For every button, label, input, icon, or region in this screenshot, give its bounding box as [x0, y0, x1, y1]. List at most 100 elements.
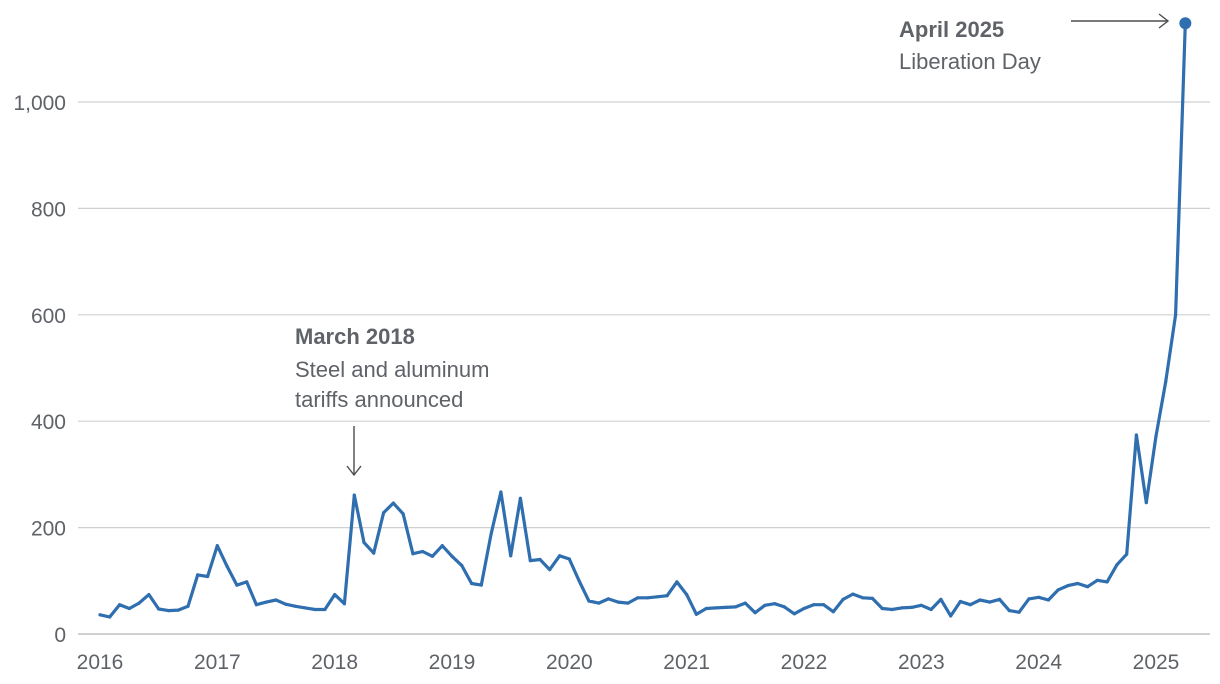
- data-point: [900, 606, 904, 610]
- data-point: [479, 583, 483, 587]
- data-point: [1164, 380, 1168, 384]
- x-tick-label: 2018: [311, 651, 358, 674]
- data-point: [1154, 434, 1158, 438]
- data-point: [714, 606, 718, 610]
- data-point: [206, 574, 210, 579]
- data-point: [822, 603, 826, 607]
- series-end-point-marker: [1179, 17, 1192, 30]
- data-point: [998, 597, 1002, 602]
- data-point: [489, 532, 493, 536]
- data-point: [685, 593, 689, 597]
- data-point: [734, 605, 738, 609]
- data-point: [372, 551, 376, 555]
- x-tick-label: 2017: [194, 651, 241, 674]
- y-axis-tick-labels: 0 200 400 600 800 1,000: [13, 92, 66, 647]
- x-tick-label: 2025: [1133, 651, 1180, 674]
- data-point: [1095, 578, 1099, 582]
- annotation-title: April 2025: [899, 17, 1004, 42]
- data-point: [440, 544, 444, 548]
- annotation-title: March 2018: [295, 324, 415, 349]
- data-point: [1134, 433, 1138, 437]
- data-point: [587, 599, 591, 603]
- data-point: [792, 612, 796, 616]
- data-point: [166, 609, 170, 613]
- data-point: [147, 593, 151, 597]
- arrow-right-icon: [1071, 13, 1170, 29]
- data-point: [323, 607, 327, 612]
- data-point: [284, 602, 288, 606]
- y-tick-label: 0: [54, 624, 66, 647]
- data-point: [890, 607, 894, 612]
- arrow-down-icon: [346, 426, 362, 477]
- y-tick-label: 200: [31, 518, 66, 541]
- data-point: [176, 608, 180, 612]
- data-point: [968, 603, 972, 607]
- data-point: [215, 544, 219, 548]
- data-point: [254, 603, 258, 607]
- data-point: [235, 583, 239, 587]
- y-tick-label: 600: [31, 305, 66, 328]
- data-point: [665, 594, 669, 598]
- data-point: [1105, 580, 1109, 584]
- data-point: [958, 599, 963, 604]
- data-point: [1125, 552, 1129, 556]
- data-point: [430, 554, 434, 558]
- data-point: [1066, 584, 1070, 588]
- data-point: [763, 603, 767, 607]
- data-point: [773, 602, 777, 606]
- data-point: [499, 490, 503, 494]
- data-point: [470, 581, 474, 586]
- data-point: [597, 601, 601, 605]
- data-point: [831, 610, 835, 614]
- data-point: [616, 600, 620, 604]
- data-point: [401, 512, 405, 516]
- data-point: [782, 605, 787, 609]
- data-point: [196, 573, 200, 577]
- data-point: [626, 601, 630, 605]
- data-point: [978, 598, 982, 602]
- data-point: [98, 613, 102, 617]
- data-point: [333, 593, 337, 597]
- data-point: [528, 559, 532, 563]
- data-point: [606, 597, 611, 601]
- data-point: [294, 604, 298, 608]
- data-point: [1115, 563, 1119, 567]
- data-point: [949, 614, 953, 618]
- data-points: [98, 21, 1187, 619]
- data-point: [411, 552, 415, 556]
- data-point: [802, 606, 806, 611]
- data-point: [988, 600, 992, 604]
- x-tick-label: 2019: [429, 651, 476, 674]
- grid-lines: [78, 101, 1210, 635]
- x-tick-label: 2020: [546, 651, 593, 674]
- data-point: [919, 603, 923, 607]
- data-point: [1017, 610, 1021, 614]
- data-point: [509, 554, 513, 558]
- data-point: [108, 615, 112, 619]
- x-tick-label: 2022: [781, 651, 828, 674]
- data-point: [157, 607, 161, 611]
- data-point: [1144, 501, 1148, 505]
- data-point: [567, 557, 571, 561]
- y-tick-label: 400: [31, 411, 66, 434]
- data-point: [1037, 595, 1041, 599]
- data-point: [342, 602, 346, 606]
- data-point: [1086, 585, 1090, 589]
- data-point: [313, 607, 317, 612]
- data-point: [753, 611, 757, 615]
- data-point: [655, 595, 659, 599]
- annotation-march-2018: March 2018 Steel and aluminum tariffs an…: [295, 324, 489, 477]
- data-point: [910, 605, 914, 610]
- y-tick-label: 800: [31, 198, 66, 221]
- x-axis-tick-labels: 2016 2017 2018 2019 2020 2021 2022 2023 2024 2025: [77, 651, 1180, 674]
- data-point: [421, 549, 425, 554]
- data-point: [851, 592, 855, 596]
- data-point: [577, 579, 581, 583]
- x-tick-label: 2021: [663, 651, 710, 674]
- data-point: [460, 563, 464, 568]
- annotation-text-line: Liberation Day: [899, 49, 1041, 74]
- data-point: [137, 601, 141, 605]
- data-point: [1056, 588, 1060, 592]
- x-tick-label: 2016: [77, 651, 124, 674]
